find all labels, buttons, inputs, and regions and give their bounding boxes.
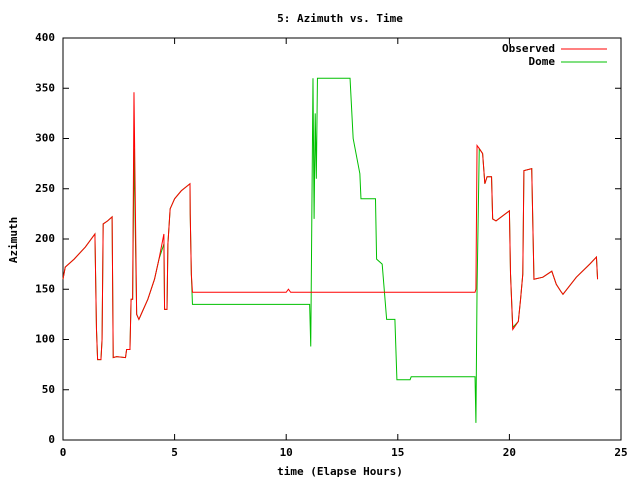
data-line <box>62 92 599 361</box>
x-axis-label: time (Elapse Hours) <box>277 465 403 478</box>
legend-label: Observed <box>502 42 555 55</box>
y-tick-label: 400 <box>35 31 55 44</box>
y-tick-label: 100 <box>35 333 55 346</box>
y-tick-label: 250 <box>35 182 55 195</box>
x-tick-label: 10 <box>280 446 293 459</box>
x-tick-label: 0 <box>60 446 67 459</box>
x-tick-label: 25 <box>614 446 627 459</box>
y-tick-label: 50 <box>42 383 55 396</box>
x-tick-label: 5 <box>171 446 178 459</box>
y-tick-label: 0 <box>48 433 55 446</box>
y-tick-label: 300 <box>35 132 55 145</box>
y-axis-label: Azimuth <box>7 217 20 263</box>
y-tick-label: 200 <box>35 232 55 245</box>
legend-label: Dome <box>529 55 556 68</box>
x-tick-label: 20 <box>503 446 516 459</box>
y-tick-label: 350 <box>35 81 55 94</box>
x-tick-label: 15 <box>391 446 404 459</box>
y-tick-label: 150 <box>35 282 55 295</box>
chart-title: 5: Azimuth vs. Time <box>277 12 403 25</box>
